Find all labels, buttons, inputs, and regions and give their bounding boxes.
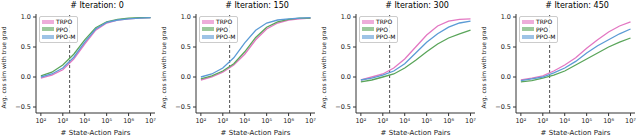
svg-text:0.0: 0.0 — [21, 73, 31, 81]
html-text:# Iteration: 150: # Iteration: 150 — [225, 1, 289, 10]
svg-text:10³: 10³ — [57, 117, 68, 125]
svg-text:10⁴: 10⁴ — [559, 117, 570, 125]
svg-text:10⁵: 10⁵ — [581, 117, 592, 125]
svg-text:1.0: 1.0 — [501, 13, 511, 21]
svg-text:10³: 10³ — [377, 117, 388, 125]
svg-text:1.0: 1.0 — [181, 13, 191, 21]
svg-text:Avg. cos sim with true grad: Avg. cos sim with true grad — [0, 26, 8, 108]
svg-text:0.0: 0.0 — [341, 73, 351, 81]
svg-text:1.0: 1.0 — [21, 13, 31, 21]
svg-text:−0.5: −0.5 — [15, 103, 31, 111]
svg-text:0.5: 0.5 — [21, 43, 31, 51]
svg-text:10⁵: 10⁵ — [421, 117, 432, 125]
html-text:TRPO: TRPO — [376, 18, 393, 25]
html-text:PPO: PPO — [536, 25, 548, 33]
svg-text:10²: 10² — [515, 117, 526, 125]
svg-text:−0.5: −0.5 — [335, 103, 351, 111]
svg-text:10⁷: 10⁷ — [625, 117, 636, 125]
svg-text:−0.5: −0.5 — [495, 103, 511, 111]
svg-text:10⁷: 10⁷ — [305, 117, 316, 125]
html-text:TRPO: TRPO — [216, 18, 233, 25]
svg-text:10⁶: 10⁶ — [283, 117, 294, 125]
svg-text:1.0: 1.0 — [341, 13, 351, 21]
html-text:# Iteration: 0: # Iteration: 0 — [70, 1, 124, 10]
svg-text:0.5: 0.5 — [181, 43, 191, 51]
html-text:PPO-M: PPO-M — [56, 33, 76, 40]
svg-text:# State-Action Pairs: # State-Action Pairs — [381, 129, 451, 135]
svg-text:Avg. cos sim with true grad: Avg. cos sim with true grad — [480, 26, 488, 108]
html-text:# Iteration: 300: # Iteration: 300 — [385, 1, 449, 10]
html-text:PPO: PPO — [216, 25, 228, 33]
svg-text:# State-Action Pairs: # State-Action Pairs — [221, 129, 291, 135]
svg-text:0.0: 0.0 — [501, 73, 511, 81]
svg-text:10⁴: 10⁴ — [399, 117, 410, 125]
svg-text:10⁶: 10⁶ — [603, 117, 614, 125]
svg-text:0.5: 0.5 — [341, 43, 351, 51]
html-text:TRPO: TRPO — [536, 18, 553, 25]
html-text:PPO-M: PPO-M — [536, 33, 556, 40]
svg-text:10⁶: 10⁶ — [123, 117, 134, 125]
html-text:PPO-M: PPO-M — [216, 33, 236, 40]
svg-text:0.0: 0.0 — [181, 73, 191, 81]
svg-text:Avg. cos sim with true grad: Avg. cos sim with true grad — [320, 26, 328, 108]
svg-text:10²: 10² — [355, 117, 366, 125]
html-text:PPO: PPO — [56, 25, 68, 33]
html-text:TRPO: TRPO — [56, 18, 73, 25]
html-text:PPO: PPO — [376, 25, 388, 33]
svg-text:10⁶: 10⁶ — [443, 117, 454, 125]
svg-text:10²: 10² — [195, 117, 206, 125]
html-text:PPO-M: PPO-M — [376, 33, 396, 40]
svg-text:Avg. cos sim with true grad: Avg. cos sim with true grad — [160, 26, 168, 108]
svg-text:10⁵: 10⁵ — [261, 117, 272, 125]
svg-text:−0.5: −0.5 — [175, 103, 191, 111]
svg-text:0.5: 0.5 — [501, 43, 511, 51]
svg-text:# State-Action Pairs: # State-Action Pairs — [541, 129, 611, 135]
svg-text:10⁷: 10⁷ — [465, 117, 476, 125]
svg-text:# State-Action Pairs: # State-Action Pairs — [61, 129, 131, 135]
svg-text:10²: 10² — [35, 117, 46, 125]
svg-text:10³: 10³ — [217, 117, 228, 125]
svg-text:10³: 10³ — [537, 117, 548, 125]
html-text:# Iteration: 450: # Iteration: 450 — [545, 1, 609, 10]
svg-text:10⁴: 10⁴ — [239, 117, 250, 125]
svg-text:10⁴: 10⁴ — [79, 117, 90, 125]
svg-text:10⁷: 10⁷ — [145, 117, 156, 125]
svg-text:10⁵: 10⁵ — [101, 117, 112, 125]
